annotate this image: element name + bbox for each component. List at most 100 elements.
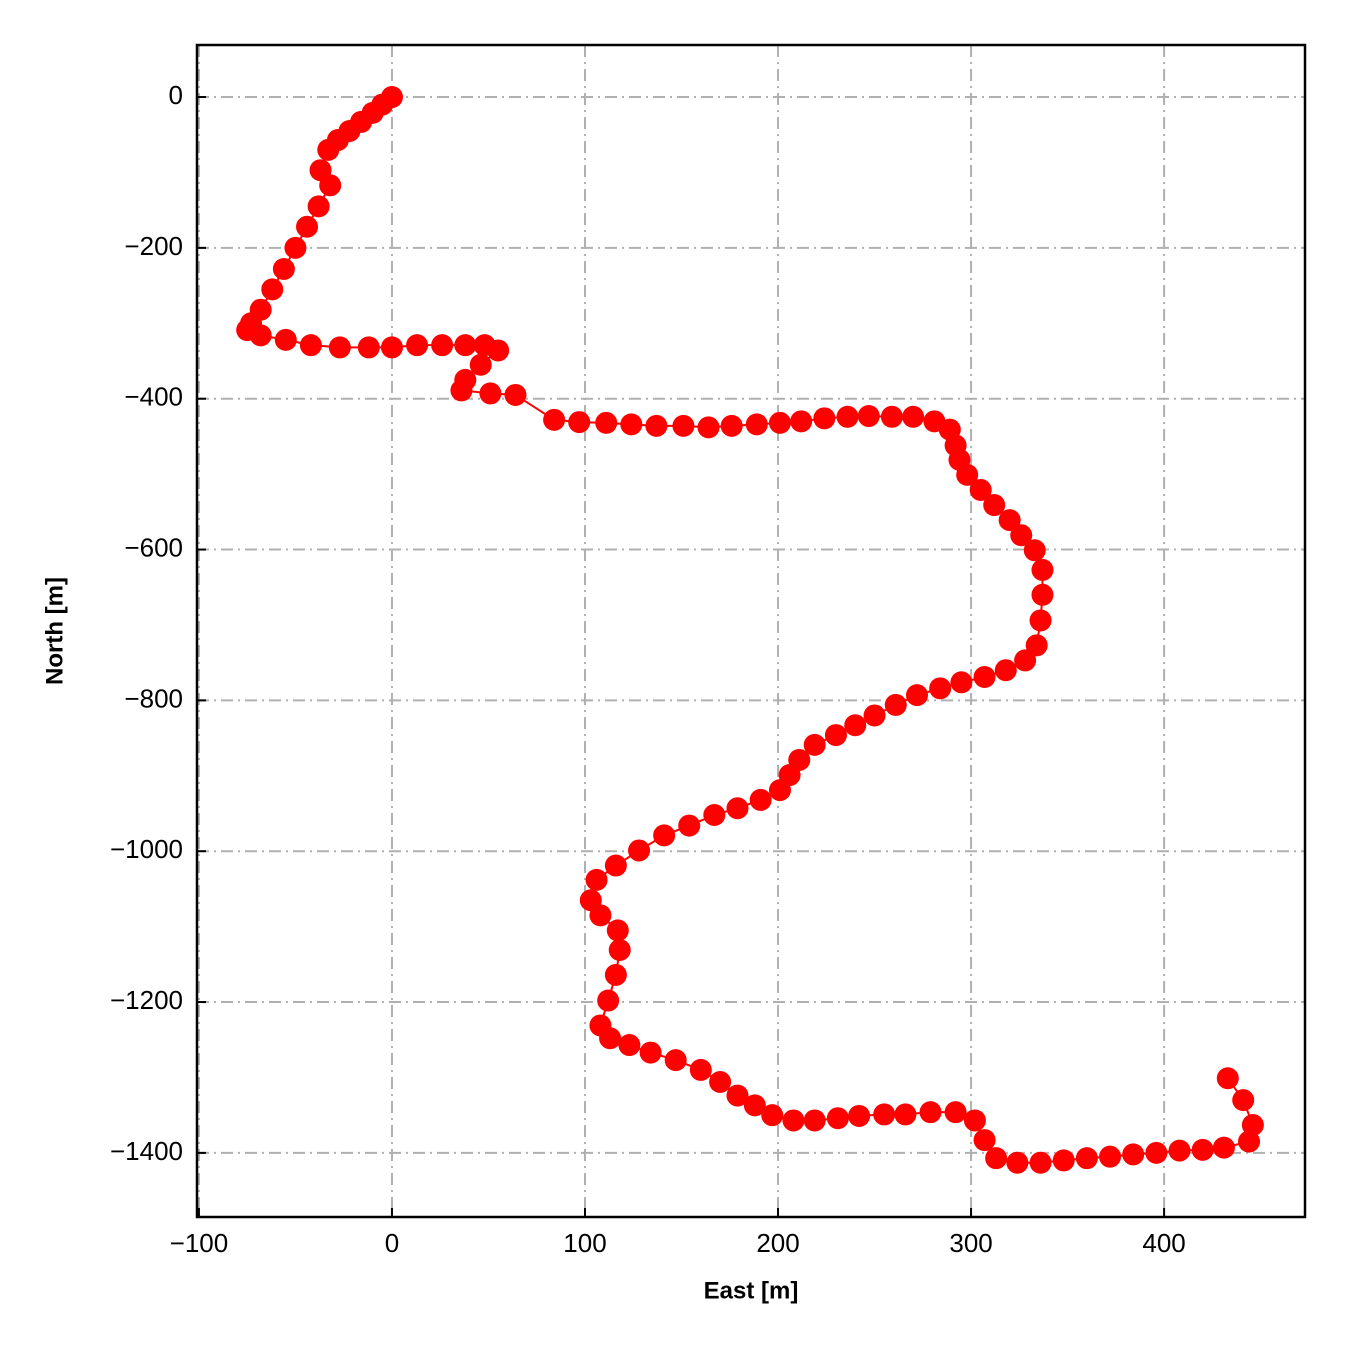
track-point (703, 804, 726, 827)
track-point (782, 1109, 805, 1132)
track-point (726, 1084, 749, 1107)
track-point (1099, 1145, 1122, 1168)
track-point (720, 414, 743, 437)
x-axis-label: East [m] (704, 1277, 799, 1304)
track-point (1145, 1141, 1168, 1164)
track-point (836, 405, 859, 428)
track-point (284, 236, 307, 259)
y-tick-label: −200 (124, 231, 183, 261)
track-point (568, 411, 591, 434)
track-point (884, 693, 907, 716)
y-axis-label: North [m] (41, 577, 68, 685)
track-point (689, 1058, 712, 1081)
track-point (902, 405, 925, 428)
track-point (589, 904, 612, 927)
track-point (672, 414, 695, 437)
track-point (618, 1034, 641, 1057)
track-point (944, 1101, 967, 1124)
track-point (697, 416, 720, 439)
track-point (604, 854, 627, 877)
plot-frame (195, 43, 1307, 1219)
y-tick-label: −800 (124, 683, 183, 713)
track-point (653, 824, 676, 847)
track-point (768, 779, 791, 802)
track-point (857, 405, 880, 428)
track-point (1238, 1130, 1261, 1153)
track-point (299, 334, 322, 357)
x-tick-label: 0 (385, 1228, 399, 1258)
track-point (803, 1109, 826, 1132)
track-point (1010, 524, 1033, 547)
track-point (504, 383, 527, 406)
track-point (709, 1071, 732, 1094)
track-point (983, 494, 1006, 517)
track-point (1216, 1067, 1239, 1090)
track-point (826, 1107, 849, 1130)
track-point (272, 257, 295, 280)
track-point (761, 1104, 784, 1127)
track-point (604, 963, 627, 986)
track-point (1122, 1143, 1145, 1166)
track-point (803, 733, 826, 756)
y-tick-label: −400 (124, 382, 183, 412)
y-tick-label: −1200 (110, 985, 183, 1015)
track-point (296, 215, 319, 238)
track-point (880, 405, 903, 428)
track-point (1052, 1149, 1075, 1172)
track-point (307, 195, 330, 218)
track-point (1014, 649, 1037, 672)
track-point (863, 704, 886, 727)
y-tick-label: −600 (124, 532, 183, 562)
track-point (487, 339, 510, 362)
track-point (317, 138, 340, 161)
track-point (469, 353, 492, 376)
track-point (1006, 1151, 1029, 1174)
track-point (450, 379, 473, 402)
track-point (963, 1109, 986, 1132)
x-tick-label: 300 (949, 1228, 992, 1258)
track-point (274, 328, 297, 351)
track-point (606, 919, 629, 942)
track-point (745, 413, 768, 436)
track-point (848, 1104, 871, 1127)
track-point (844, 714, 867, 737)
track-point (973, 666, 996, 689)
track-point (678, 814, 701, 837)
track-point (645, 414, 668, 437)
track-point (1075, 1147, 1098, 1170)
track-point (1025, 634, 1048, 657)
track-point (994, 659, 1017, 682)
track-point (998, 509, 1021, 532)
track-point (768, 411, 791, 434)
track-point (479, 382, 502, 405)
track-point (319, 174, 342, 197)
track-point (1029, 609, 1052, 632)
track-point (969, 478, 992, 501)
track-point (824, 724, 847, 747)
track-point (585, 868, 608, 891)
track-point (1031, 583, 1054, 606)
track-point (431, 334, 454, 357)
track-point (380, 336, 403, 359)
x-tick-label: 200 (756, 1228, 799, 1258)
x-tick-label: 100 (563, 1228, 606, 1258)
track-point (664, 1049, 687, 1072)
track-point (628, 839, 651, 862)
track-point (543, 408, 566, 431)
track-point (406, 334, 429, 357)
track-point (749, 788, 772, 811)
y-tick-label: 0 (169, 80, 183, 110)
track-point (261, 278, 284, 301)
track-point (919, 1101, 942, 1124)
track-point (608, 939, 631, 962)
track-point (894, 1103, 917, 1126)
track-point (743, 1094, 766, 1117)
x-tick-label: −100 (170, 1228, 229, 1258)
track-point (1212, 1136, 1235, 1159)
track-point (1191, 1138, 1214, 1161)
track-point (620, 413, 643, 436)
x-tick-label: 400 (1142, 1228, 1185, 1258)
track-point (873, 1103, 896, 1126)
track-point (595, 411, 618, 434)
